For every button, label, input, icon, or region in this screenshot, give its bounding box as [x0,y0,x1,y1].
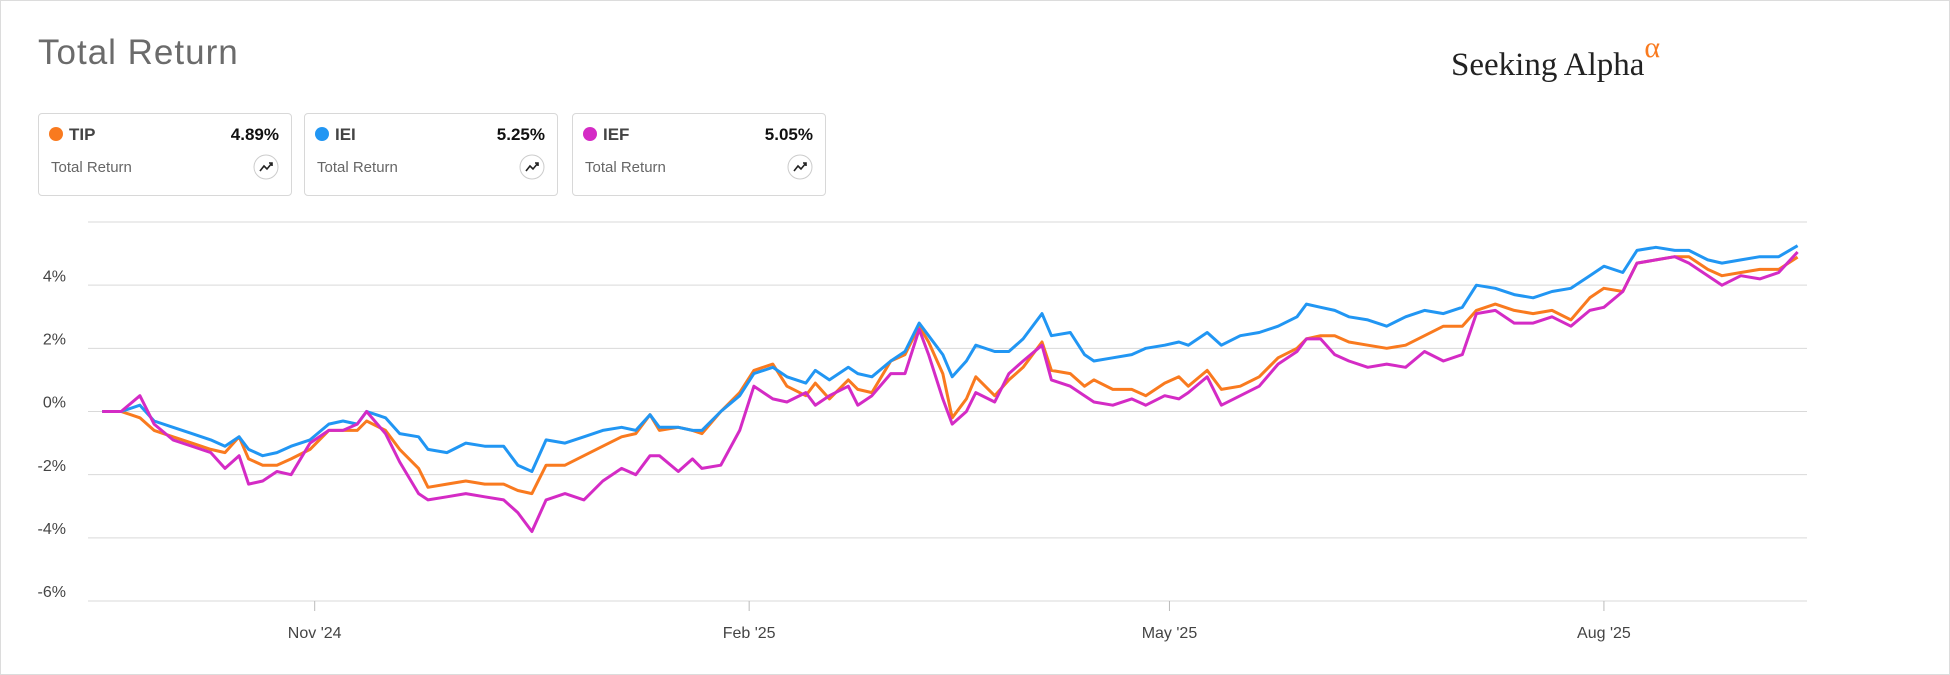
brand-mark: α [1644,31,1661,64]
legend-label: IEF [603,125,630,144]
legend-marker [583,127,597,141]
x-tick-label: Nov '24 [288,625,342,642]
legend-value: 5.05% [764,125,813,144]
legend-value: 5.25% [496,125,545,144]
y-tick-label: -2% [38,458,66,475]
y-tick-label: 4% [43,268,66,285]
chart-icon-button[interactable] [787,154,813,180]
legend-value: 4.89% [230,125,279,144]
legend-label: TIP [69,125,96,144]
series-line [102,250,1799,533]
legend-caption: Total Return [51,159,132,176]
legend-label: IEI [335,125,356,144]
legend-caption: Total Return [317,159,398,176]
brand-logo: Seeking Alphaα [1451,31,1660,84]
x-tick-label: May '25 [1142,625,1198,642]
legend-card: TIP 4.89% Total Return [38,113,292,196]
icon-trend [793,162,807,172]
brand-name: Seeking Alpha [1451,47,1645,83]
chart-icon-button[interactable] [253,154,279,180]
chart-icon-button[interactable] [519,154,545,180]
y-tick-label: -6% [38,584,66,601]
y-tick-label: -4% [38,521,66,538]
icon-trend [259,162,273,172]
legend-marker [49,127,63,141]
x-tick-label: Feb '25 [723,625,776,642]
legend-caption: Total Return [585,159,666,176]
icon-trend [525,162,539,172]
legend-card: IEF 5.05% Total Return [572,113,826,196]
y-tick-label: 2% [43,332,66,349]
series-line [102,244,1799,473]
x-tick-label: Aug '25 [1577,625,1631,642]
legend-card: IEI 5.25% Total Return [304,113,558,196]
y-tick-label: 0% [43,395,66,412]
chart-title: Total Return [38,33,239,72]
legend-marker [315,127,329,141]
